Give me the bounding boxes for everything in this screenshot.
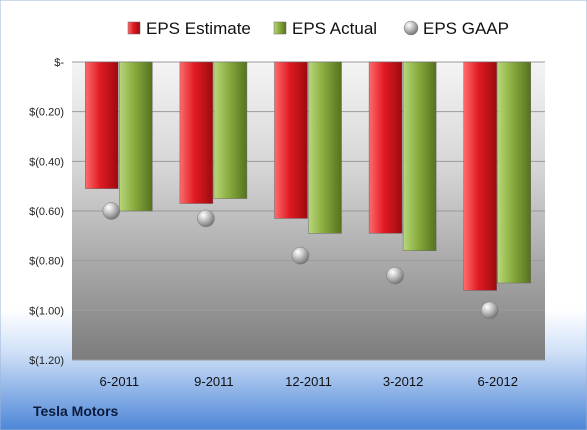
x-tick-label: 6-2011 bbox=[100, 374, 140, 389]
y-tick-label: $(0.20) bbox=[29, 107, 64, 119]
eps-gaap-marker bbox=[480, 301, 499, 320]
eps-gaap-marker bbox=[102, 202, 121, 220]
eps-actual-bar bbox=[497, 61, 531, 284]
y-tick-label: $(0.60) bbox=[29, 206, 64, 218]
y-tick-label: $(0.40) bbox=[29, 156, 64, 168]
gaap-markers bbox=[102, 202, 499, 320]
eps-actual-bar bbox=[119, 61, 153, 212]
y-tick-label: $(0.80) bbox=[29, 256, 64, 268]
eps-gaap-marker bbox=[291, 246, 310, 265]
x-tick-label: 12-2011 bbox=[285, 374, 332, 389]
eps-estimate-bar bbox=[179, 61, 214, 204]
legend-swatch-eps-actual bbox=[273, 21, 287, 35]
eps-estimate-bar bbox=[85, 61, 119, 189]
x-tick-label: 9-2011 bbox=[194, 374, 234, 389]
y-tick-label: $- bbox=[54, 57, 64, 69]
bars bbox=[85, 61, 531, 291]
legend-label-eps-estimate: EPS Estimate bbox=[146, 19, 251, 38]
eps-actual-bar bbox=[402, 61, 437, 251]
y-tick-label: $(1.20) bbox=[29, 355, 64, 367]
eps-gaap-marker bbox=[386, 266, 404, 285]
eps-actual-bar bbox=[213, 61, 248, 199]
y-tick-label: $(1.00) bbox=[29, 305, 64, 317]
eps-estimate-bar bbox=[463, 61, 497, 291]
x-tick-label: 6-2012 bbox=[477, 374, 517, 389]
legend-swatch-eps-gaap bbox=[403, 20, 419, 36]
x-tick-label: 3-2012 bbox=[383, 374, 423, 389]
legend-swatch-eps-estimate bbox=[127, 21, 141, 35]
legend: EPS Estimate EPS Actual EPS GAAP bbox=[127, 19, 509, 38]
eps-actual-bar bbox=[308, 61, 342, 234]
legend-label-eps-actual: EPS Actual bbox=[292, 19, 377, 38]
eps-estimate-bar bbox=[274, 61, 308, 219]
company-label: Tesla Motors bbox=[33, 403, 119, 419]
y-axis: $- $(0.20) $(0.40) $(0.60) $(0.80) $(1.00) $(1… bbox=[29, 57, 64, 367]
eps-gaap-marker bbox=[197, 209, 215, 228]
legend-label-eps-gaap: EPS GAAP bbox=[423, 19, 509, 38]
eps-estimate-bar bbox=[368, 61, 403, 234]
x-axis: 6-2011 9-2011 12-2011 3-2012 6-2012 bbox=[100, 374, 518, 389]
